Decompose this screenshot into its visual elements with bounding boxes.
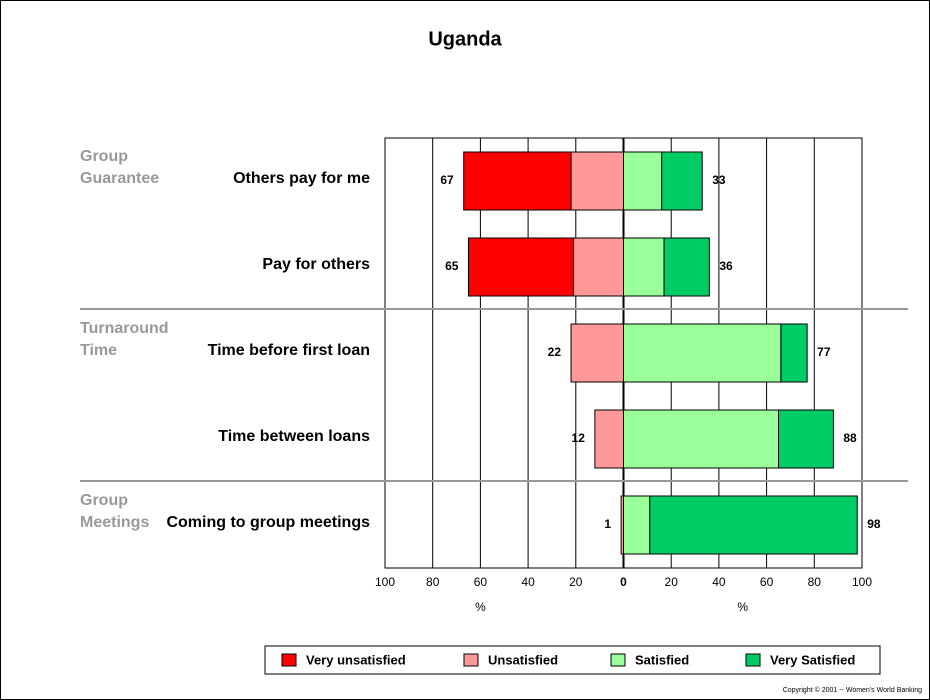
bar-segment xyxy=(570,323,625,383)
category-label: Others pay for me xyxy=(233,170,370,187)
value-label: 67 xyxy=(440,173,454,187)
x-tick-label: 60 xyxy=(474,575,488,589)
value-label: 12 xyxy=(572,431,586,445)
x-tick-label: 40 xyxy=(521,575,535,589)
category-label: Time before first loan xyxy=(208,342,370,359)
value-label: 36 xyxy=(719,259,733,273)
x-tick-label: 20 xyxy=(569,575,583,589)
group-label: Group xyxy=(80,148,128,165)
x-tick-label: 100 xyxy=(375,575,395,589)
bar-segment xyxy=(623,237,665,297)
bar-segment xyxy=(570,151,625,211)
value-label: 33 xyxy=(712,173,726,187)
group-label: Time xyxy=(80,342,117,359)
group-label: Turnaround xyxy=(80,320,169,337)
legend-swatch xyxy=(281,653,297,667)
bar-segment xyxy=(649,495,858,555)
bar-segment xyxy=(463,151,572,211)
x-tick-label: 80 xyxy=(426,575,440,589)
bar-segment xyxy=(594,409,625,469)
category-label: Coming to group meetings xyxy=(166,514,370,531)
value-label: 88 xyxy=(843,431,857,445)
group-label: Meetings xyxy=(80,514,149,531)
legend-swatch xyxy=(745,653,761,667)
bar-segment xyxy=(661,151,703,211)
copyright: Copyright © 2001 -- Women's World Bankin… xyxy=(783,686,922,694)
bar-segment xyxy=(623,151,663,211)
value-label: 1 xyxy=(604,517,611,531)
legend-swatch xyxy=(610,653,626,667)
x-tick-label: 100 xyxy=(852,575,872,589)
bar-segment xyxy=(663,237,710,297)
legend-label: Very unsatisfied xyxy=(306,652,406,667)
group-label: Group xyxy=(80,492,128,509)
x-tick-label: 60 xyxy=(760,575,774,589)
value-label: 22 xyxy=(548,345,562,359)
bar-segment xyxy=(780,323,808,383)
x-tick-label: 80 xyxy=(808,575,822,589)
bar-segment xyxy=(623,323,782,383)
x-axis-label: % xyxy=(475,600,486,614)
legend-label: Very Satisfied xyxy=(770,652,855,667)
value-label: 98 xyxy=(867,517,881,531)
legend-label: Satisfied xyxy=(635,652,689,667)
bar-segment xyxy=(572,237,624,297)
x-axis-label: % xyxy=(737,600,748,614)
bar-segment xyxy=(623,495,651,555)
legend-swatch xyxy=(463,653,479,667)
category-label: Time between loans xyxy=(218,428,370,445)
x-tick-label: 20 xyxy=(665,575,679,589)
legend-label: Unsatisfied xyxy=(488,652,558,667)
chart-title: Uganda xyxy=(428,28,502,50)
value-label: 77 xyxy=(817,345,831,359)
group-label: Guarantee xyxy=(80,170,159,187)
bar-segment xyxy=(623,409,780,469)
category-label: Pay for others xyxy=(262,256,370,273)
x-tick-label: 40 xyxy=(712,575,726,589)
bar-segment xyxy=(467,237,574,297)
value-label: 65 xyxy=(445,259,459,273)
bar-segment xyxy=(778,409,834,469)
x-tick-label: 0 xyxy=(620,575,627,589)
legend-box xyxy=(264,645,881,675)
